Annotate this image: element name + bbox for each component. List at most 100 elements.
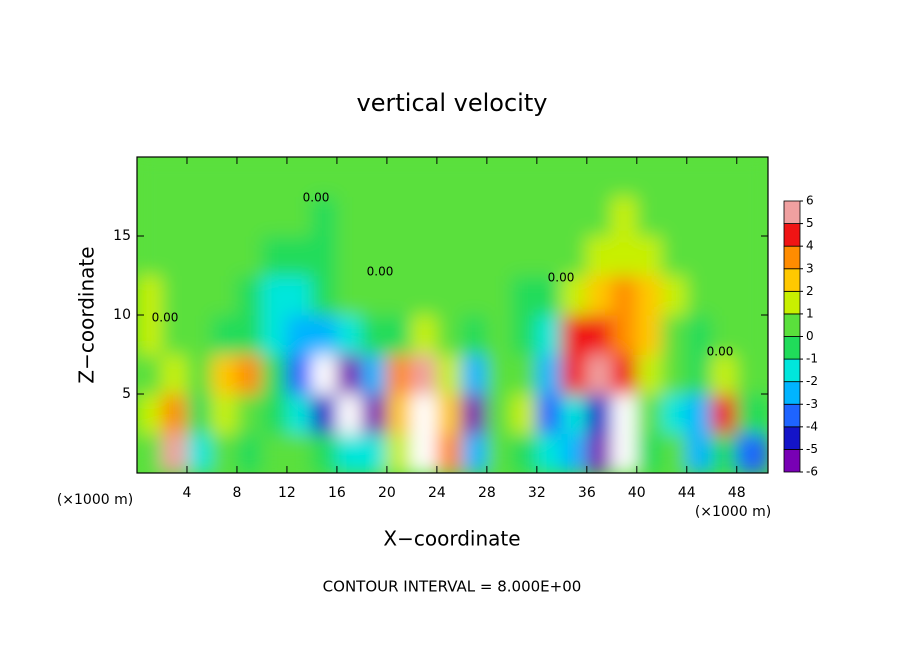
field-cell <box>286 354 313 395</box>
field-cell <box>486 275 513 316</box>
field-cell <box>661 314 688 355</box>
colorbar-swatch <box>783 449 801 473</box>
field-cell <box>711 433 738 473</box>
field-cell <box>137 157 163 197</box>
field-cell <box>636 354 663 395</box>
colorbar-label: 3 <box>806 261 814 275</box>
field-cell <box>636 314 663 355</box>
field-cell <box>411 433 438 473</box>
field-cell <box>711 393 738 434</box>
field-cell <box>386 354 413 395</box>
x-unit-label: (×1000 m) <box>695 504 771 520</box>
field-cell <box>711 275 738 316</box>
field-cell <box>511 314 538 355</box>
field-cell <box>137 433 163 473</box>
field-cell <box>536 275 563 316</box>
field-cell <box>211 275 238 316</box>
field-cell <box>236 314 263 355</box>
field-cell <box>386 393 413 434</box>
field-cell <box>486 157 513 197</box>
x-tick-label: 28 <box>478 485 496 501</box>
field-cell <box>486 354 513 395</box>
field-cell <box>361 433 388 473</box>
field-cell <box>336 314 363 355</box>
field-cell <box>486 196 513 237</box>
field-cell <box>461 196 488 237</box>
field-cell <box>286 314 313 355</box>
field-cell <box>486 314 513 355</box>
field-cell <box>411 235 438 276</box>
field-cell <box>611 393 638 434</box>
field-cell <box>711 157 738 197</box>
y-axis-label: Z−coordinate <box>75 246 99 383</box>
field-cell <box>586 235 613 276</box>
field-cell <box>686 196 713 237</box>
field-cell <box>736 196 768 237</box>
field-cell <box>236 196 263 237</box>
field-cell <box>137 196 163 237</box>
field-cell <box>686 393 713 434</box>
field-cell <box>261 314 288 355</box>
chart-title: vertical velocity <box>357 89 548 117</box>
field-cell <box>611 354 638 395</box>
field-cell <box>586 196 613 237</box>
colorbar-label: -1 <box>806 352 818 366</box>
y-tick-label: 10 <box>113 307 131 323</box>
x-axis-label: X−coordinate <box>383 527 520 551</box>
contour-interval: CONTOUR INTERVAL = 8.000E+00 <box>323 578 582 596</box>
field-cell <box>611 157 638 197</box>
field-cell <box>461 275 488 316</box>
field-cell <box>186 157 213 197</box>
colorbar-swatch <box>783 381 801 405</box>
contour-label: 0.00 <box>548 271 575 285</box>
field-cell <box>411 157 438 197</box>
field-cell <box>661 275 688 316</box>
field-cells <box>137 157 768 473</box>
field-cell <box>486 433 513 473</box>
colorbar-label: -4 <box>806 419 818 433</box>
field-cell <box>211 314 238 355</box>
field-cell <box>736 275 768 316</box>
x-tick-label: 36 <box>578 485 596 501</box>
field-cell <box>561 235 588 276</box>
x-tick-label: 40 <box>628 485 646 501</box>
field-cell <box>461 354 488 395</box>
field-cell <box>661 157 688 197</box>
colorbar-label: 6 <box>806 194 814 208</box>
field-cell <box>361 275 388 316</box>
field-cell <box>636 196 663 237</box>
field-cell <box>161 393 188 434</box>
field-cell <box>436 314 463 355</box>
colorbar: -6 -5 -4 -3 -2 -1 0 1 2 3 4 5 6 <box>783 194 818 479</box>
field-cell <box>536 235 563 276</box>
field-cell <box>461 157 488 197</box>
field-cell <box>436 433 463 473</box>
field-cell <box>711 235 738 276</box>
field-cell <box>286 393 313 434</box>
colorbar-swatch <box>783 336 801 360</box>
field-cell <box>386 196 413 237</box>
field-cell <box>386 433 413 473</box>
colorbar-label: -3 <box>806 397 818 411</box>
field-cell <box>361 157 388 197</box>
field-cell <box>286 275 313 316</box>
field-cell <box>661 196 688 237</box>
field-cell <box>686 314 713 355</box>
field-cell <box>161 433 188 473</box>
x-tick-label: 4 <box>183 485 192 501</box>
field-cell <box>436 393 463 434</box>
y-tick-label: 15 <box>113 228 131 244</box>
field-cell <box>461 235 488 276</box>
field-cell <box>336 393 363 434</box>
field-cell <box>536 314 563 355</box>
field-cell <box>736 235 768 276</box>
field-cell <box>436 275 463 316</box>
field-cell <box>186 235 213 276</box>
field-cell <box>211 354 238 395</box>
contour-label: 0.00 <box>152 311 179 325</box>
field-cell <box>211 235 238 276</box>
field-cell <box>511 235 538 276</box>
field-cell <box>137 354 163 395</box>
